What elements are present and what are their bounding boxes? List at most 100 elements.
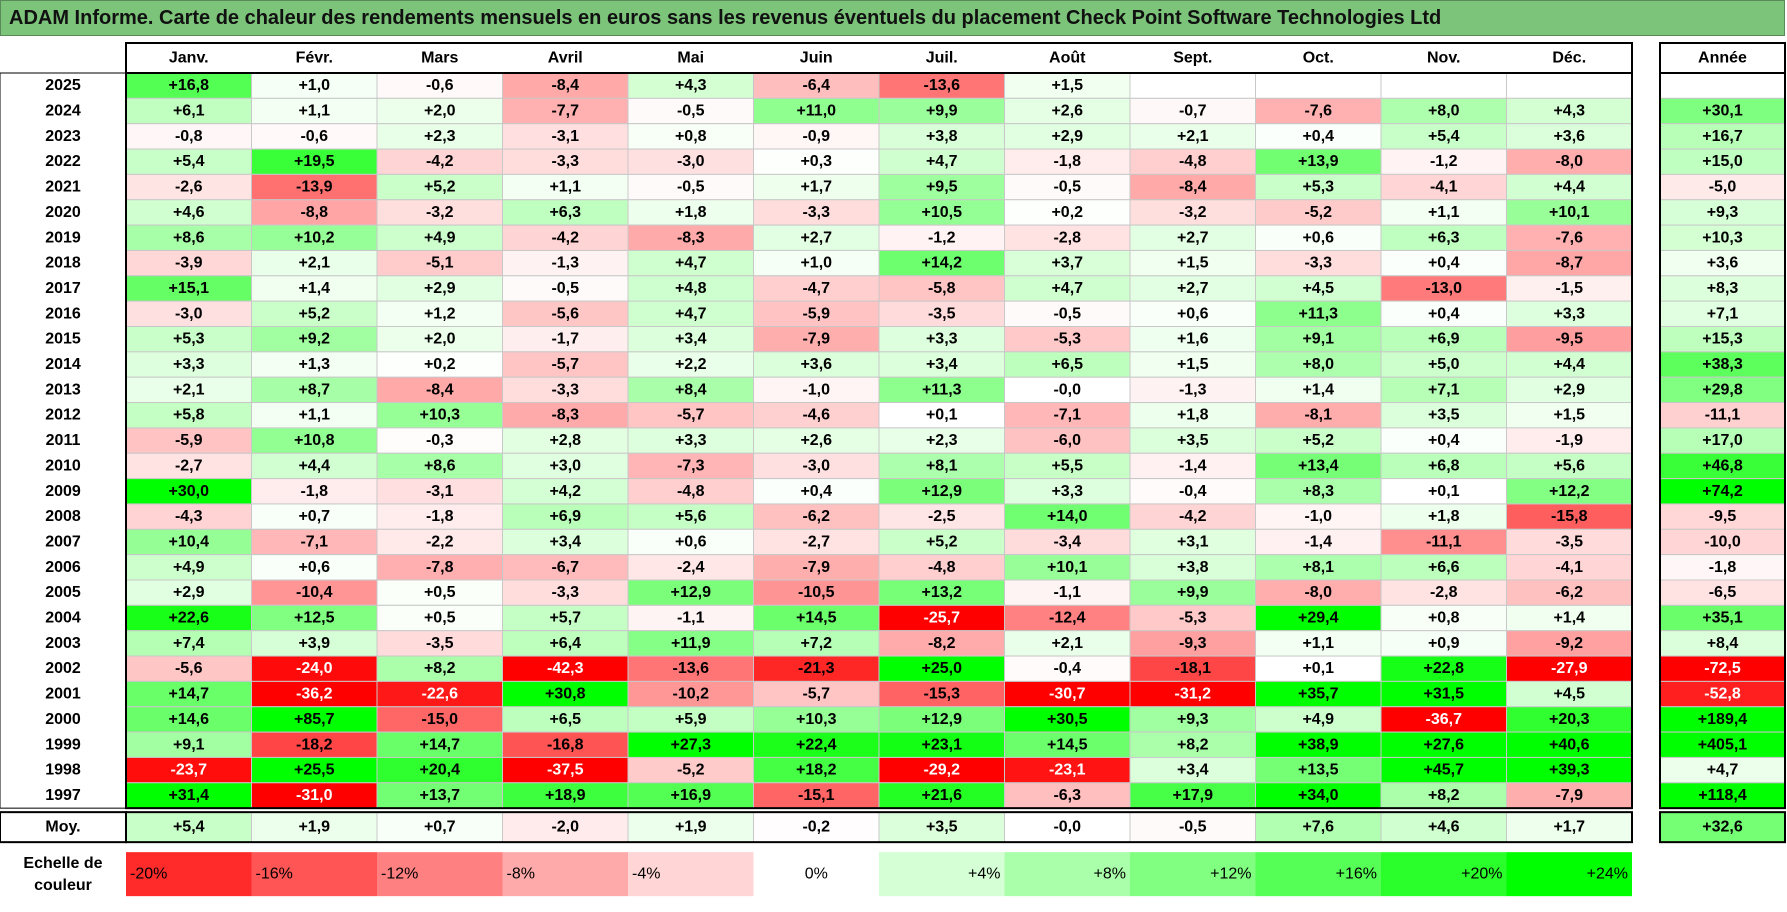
cell-value-2012-2: +10,3 [420,407,461,424]
cell-value-2005-3: -3,3 [551,584,579,601]
cell-value-2017-9: +4,5 [1302,280,1334,297]
cell-value-2014-0: +3,3 [173,356,205,373]
cell-value-2017-0: +15,1 [169,280,210,297]
cell-value-1998-6: -29,2 [924,762,961,779]
cell-value-2024-9: -7,6 [1304,103,1332,120]
cell-value-2010-4: -7,3 [677,457,705,474]
scale-title-line-1: Echelle de [23,855,102,872]
year-value-2023: +16,7 [1702,128,1743,145]
cell-value-2015-8: +1,6 [1177,331,1209,348]
average-year-value: +32,6 [1702,819,1743,836]
cell-2002-11 [1506,655,1633,682]
cell-1997-5 [753,782,880,809]
row-label-2019: 2019 [45,229,81,246]
year-value-2008: -9,5 [1709,508,1737,525]
cell-2025-2 [376,72,503,99]
cell-2020-2 [376,199,503,226]
cell-2006-5 [753,554,880,581]
cell-2018-0 [125,249,252,277]
row-label-2002: 2002 [45,660,81,677]
cell-value-2000-8: +9,3 [1177,711,1209,728]
cell-value-2010-5: -3,0 [802,457,830,474]
scale-label-7: +8% [1094,866,1126,883]
cell-2015-9 [1255,326,1382,353]
scale-label-11: +24% [1587,866,1628,883]
cell-value-2008-6: -2,5 [928,508,956,525]
cell-value-2023-10: +5,4 [1428,128,1460,145]
cell-value-2021-2: +5,2 [424,179,456,196]
cell-value-2004-5: +14,5 [796,610,837,627]
cell-2025-7 [1004,72,1131,99]
cell-2006-11 [1506,554,1633,581]
cell-value-2017-6: -5,8 [928,280,956,297]
cell-value-2005-1: -10,4 [296,584,333,601]
cell-2017-8 [1129,275,1256,302]
cell-value-2007-9: -1,4 [1304,533,1332,550]
cell-value-2015-10: +6,9 [1428,331,1460,348]
average-cell-7 [1004,811,1131,843]
cell-value-2022-0: +5,4 [173,153,205,170]
cell-2012-0 [125,402,252,429]
cell-value-2016-10: +0,4 [1428,305,1460,322]
cell-value-2023-1: -0,6 [300,128,328,145]
cell-2005-2 [376,579,503,606]
cell-value-1998-1: +25,5 [294,762,335,779]
cell-value-2020-10: +1,1 [1428,204,1460,221]
cell-value-2024-1: +1,1 [298,103,330,120]
cell-value-2014-11: +4,4 [1553,356,1585,373]
cell-value-1998-8: +3,4 [1177,762,1209,779]
cell-2023-4 [627,123,754,150]
cell-value-2015-1: +9,2 [298,331,330,348]
cell-value-2015-0: +5,3 [173,331,205,348]
month-header-2: Mars [421,50,458,67]
cell-value-1997-10: +8,2 [1428,787,1460,804]
cell-2007-9 [1255,528,1382,556]
cell-1998-4 [627,756,754,784]
cell-value-2023-7: +2,9 [1051,128,1083,145]
cell-2008-10 [1380,503,1507,530]
cell-2016-3 [502,300,629,327]
cell-value-2013-7: -0,0 [1053,381,1081,398]
cell-value-1999-4: +27,3 [671,736,712,753]
cell-value-2006-4: -2,4 [677,559,705,576]
cell-value-2010-3: +3,0 [549,457,581,474]
cell-value-2019-5: +2,7 [800,229,832,246]
row-label-frame [0,72,127,809]
cell-value-2006-11: -4,1 [1555,559,1583,576]
cell-value-2019-10: +6,3 [1428,229,1460,246]
cell-1999-7 [1004,731,1131,758]
average-value-1: +1,9 [298,819,330,836]
cell-value-2001-0: +14,7 [169,686,210,703]
cell-value-2004-11: +1,4 [1553,610,1585,627]
cell-value-2015-9: +9,1 [1302,331,1334,348]
cell-2000-0 [125,706,252,733]
cell-value-1999-9: +38,9 [1298,736,1339,753]
cell-value-2012-4: -5,7 [677,407,705,424]
cell-2025-10 [1380,72,1507,99]
cell-value-1998-9: +13,5 [1298,762,1339,779]
cell-value-2014-9: +8,0 [1302,356,1334,373]
year-value-2011: +17,0 [1702,432,1743,449]
cell-2006-8 [1129,554,1256,581]
scale-swatch-1 [251,852,377,897]
cell-value-2023-6: +3,8 [926,128,958,145]
cell-value-2021-7: -0,5 [1053,179,1081,196]
cell-value-2014-1: +1,3 [298,356,330,373]
scale-swatch-8 [1130,852,1256,897]
cell-value-2009-1: -1,8 [300,483,328,500]
cell-2018-10 [1380,249,1507,277]
year-cell-2016 [1659,300,1786,327]
cell-value-2010-8: -1,4 [1179,457,1207,474]
year-cell-2011 [1659,427,1786,454]
year-value-2006: -1,8 [1709,559,1737,576]
cell-value-2007-5: -2,7 [802,533,830,550]
row-label-2020: 2020 [45,204,81,221]
cell-value-2016-11: +3,3 [1553,305,1585,322]
cell-2007-8 [1129,528,1256,556]
cell-2011-9 [1255,427,1382,454]
cell-value-2008-11: -15,8 [1551,508,1588,525]
row-label-1997: 1997 [45,787,81,804]
cell-value-2010-11: +5,6 [1553,457,1585,474]
cell-value-2017-11: -1,5 [1555,280,1583,297]
average-value-5: -0,2 [802,819,830,836]
